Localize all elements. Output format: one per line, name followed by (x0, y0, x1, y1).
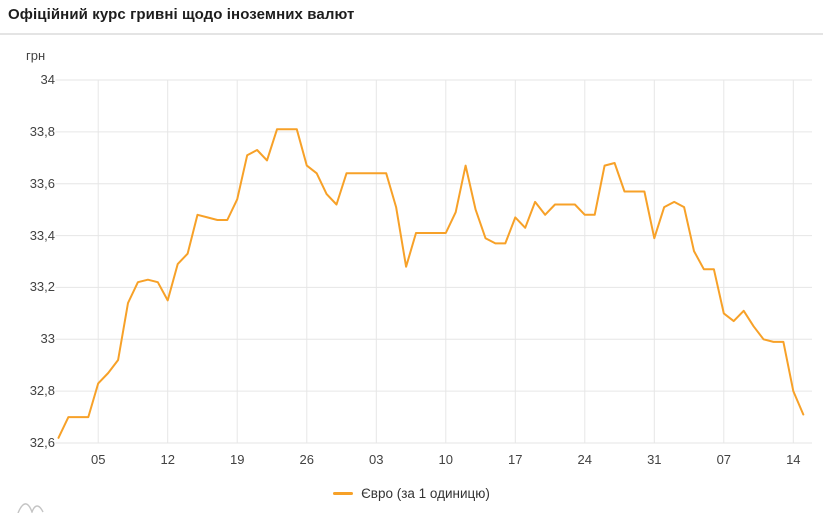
legend-item-euro[interactable]: Євро (за 1 одиницю) (333, 486, 490, 501)
x-axis-tick-label: 14 (786, 452, 801, 467)
chart-title: Офіційний курс гривні щодо іноземних вал… (8, 6, 355, 23)
y-axis-unit-label: грн (26, 48, 46, 63)
x-axis-tick-label: 24 (577, 452, 593, 467)
x-axis-tick-label: 07 (716, 452, 732, 467)
header-divider (0, 33, 823, 35)
y-axis-tick-label: 33,2 (29, 279, 55, 295)
y-axis-tick-label: 33,8 (29, 123, 55, 139)
y-axis-tick-label: 34 (40, 72, 55, 87)
euro-rate-line[interactable] (57, 128, 805, 439)
y-axis-tick-label: 33,6 (29, 175, 55, 191)
y-axis-tick-label: 32,6 (29, 435, 55, 450)
y-axis-tick-label: 32,8 (29, 383, 55, 399)
y-axis-tick-label: 33,4 (29, 227, 55, 243)
chart-header: Офіційний курс гривні щодо іноземних вал… (0, 0, 823, 33)
x-axis-tick-label: 17 (508, 452, 523, 467)
chart-legend: Євро (за 1 одиницю) (0, 483, 823, 503)
x-axis-tick-label: 31 (647, 452, 662, 467)
x-axis-tick-label: 03 (369, 452, 384, 467)
x-axis-tick-label: 12 (160, 452, 175, 467)
x-axis-tick-label: 19 (230, 452, 245, 467)
legend-line-swatch (333, 491, 354, 495)
x-axis-tick-label: 10 (438, 452, 453, 467)
legend-label: Євро (за 1 одиницю) (361, 485, 490, 501)
x-axis-tick-label: 05 (90, 452, 106, 467)
x-axis-tick-label: 26 (299, 452, 314, 467)
y-axis-tick-label: 33 (40, 331, 55, 347)
partial-sparkline-decoration (17, 503, 44, 513)
